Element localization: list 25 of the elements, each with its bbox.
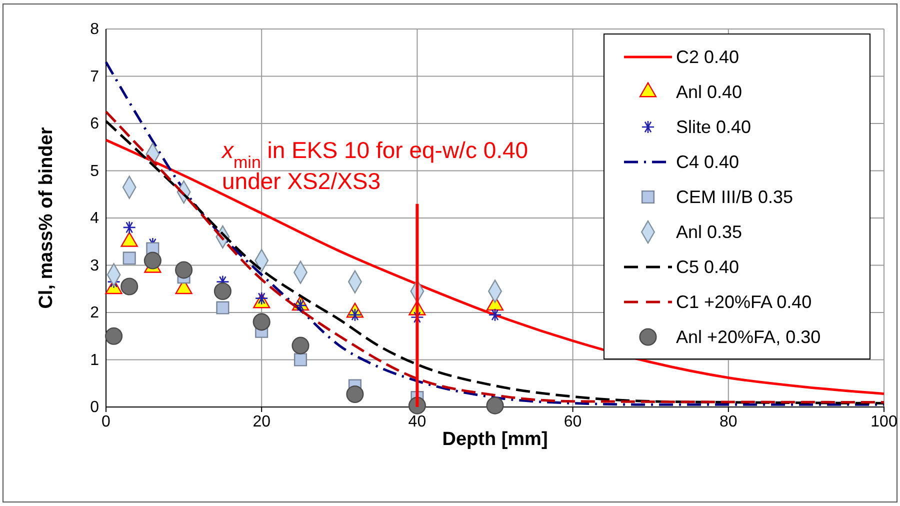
y-tick-label: 6 [90, 116, 100, 133]
legend-label: C4 0.40 [676, 152, 740, 172]
legend-label: Anl 0.35 [676, 222, 742, 242]
y-tick-label: 1 [90, 352, 100, 369]
x-tick-label: 60 [564, 413, 582, 430]
legend-label: C1 +20%FA 0.40 [676, 292, 812, 312]
y-tick-label: 8 [90, 21, 100, 38]
legend-label: Anl +20%FA, 0.30 [676, 327, 821, 347]
legend-label: C5 0.40 [676, 257, 740, 277]
x-tick-label: 20 [252, 413, 271, 430]
y-tick-label: 7 [90, 68, 100, 86]
legend-label: CEM III/B 0.35 [676, 187, 794, 207]
legend-label: Anl 0.40 [676, 82, 742, 102]
x-axis-title: Depth [mm] [442, 429, 548, 450]
y-tick-label: 4 [90, 210, 100, 228]
y-tick-label: 5 [90, 162, 100, 180]
legend-label: C2 0.40 [676, 47, 740, 67]
legend-label: Slite 0.40 [676, 117, 752, 137]
x-tick-label: 40 [408, 413, 426, 430]
y-axis-title: Cl, mass% of binder [36, 126, 57, 309]
y-tick-label: 0 [90, 399, 100, 416]
x-tick-label: 80 [720, 413, 738, 430]
x-tick-label: 0 [102, 413, 111, 430]
y-tick-label: 3 [90, 257, 100, 274]
y-tick-label: 2 [90, 304, 100, 322]
